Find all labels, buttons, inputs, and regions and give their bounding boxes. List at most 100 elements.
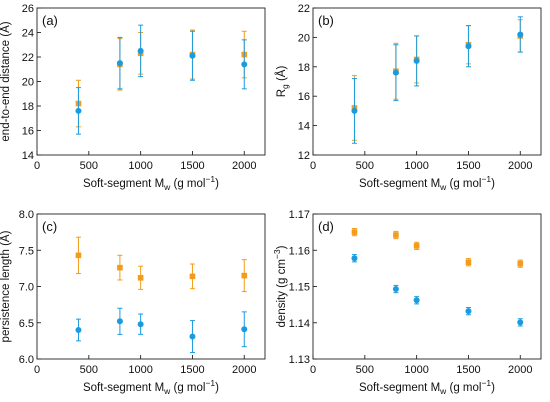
data-point-circle <box>137 47 144 54</box>
x-tick-label: 1500 <box>180 364 204 376</box>
y-tick-label: 1.16 <box>289 245 310 257</box>
panel-label: (b) <box>318 13 334 28</box>
x-tick-label: 1500 <box>456 364 480 376</box>
x-tick-label: 0 <box>310 160 316 172</box>
x-axis-label-close: ) <box>491 178 495 190</box>
x-tick-label: 0 <box>310 364 316 376</box>
data-point-circle <box>75 107 82 114</box>
y-axis-label-main: R <box>276 89 288 97</box>
x-tick-label: 500 <box>356 160 374 172</box>
data-point-circle <box>351 255 358 262</box>
data-point-square <box>413 243 420 249</box>
x-axis-label-close: ) <box>215 382 219 394</box>
x-axis-label-sub: w <box>163 386 171 396</box>
y-axis-label: end-to-end distance (Å) <box>0 21 12 141</box>
x-axis-label-close: ) <box>491 382 495 394</box>
y-tick-label: 16 <box>298 91 310 103</box>
x-tick-label: 500 <box>356 364 374 376</box>
data-point-circle <box>517 31 524 38</box>
data-point-square <box>75 252 82 259</box>
data-point-circle <box>189 333 196 340</box>
plot-frame <box>312 7 542 156</box>
data-point-circle <box>116 60 123 67</box>
data-point-square <box>241 272 248 279</box>
x-tick-label: 1000 <box>128 160 152 172</box>
x-tick-label: 2000 <box>232 364 256 376</box>
x-tick-label: 1500 <box>180 160 204 172</box>
data-point-circle <box>137 321 144 328</box>
panel-label: (a) <box>42 13 58 28</box>
x-axis-label-unit: (g mol <box>446 178 481 190</box>
x-tick-label: 1000 <box>404 160 428 172</box>
plot-frame <box>36 213 266 360</box>
plot-frame <box>36 7 266 156</box>
x-axis-label-main: Soft-segment M <box>359 382 440 394</box>
x-tick-label: 0 <box>34 364 40 376</box>
series-1 <box>351 16 524 144</box>
data-point-circle <box>517 319 524 326</box>
y-tick-label: 1.13 <box>289 354 310 366</box>
data-point-circle <box>241 61 248 68</box>
panel-label: (d) <box>318 219 334 234</box>
series-1 <box>75 24 248 135</box>
data-point-square <box>189 273 196 280</box>
data-point-square <box>137 275 144 281</box>
data-point-circle <box>116 318 123 325</box>
y-tick-label: 22 <box>298 3 310 15</box>
panel-1: 0 500 1000 1500 2000 12 14 16 18 20 22 (b) Soft-segm… <box>275 3 542 192</box>
x-tick-label: 2000 <box>232 160 256 172</box>
x-tick-label: 1000 <box>404 364 428 376</box>
y-tick-label: 18 <box>298 62 310 74</box>
y-tick-label: 8.0 <box>19 209 34 221</box>
x-axis-label: Soft-segment Mw (g mol−1) <box>83 174 219 192</box>
x-axis-label-main: Soft-segment M <box>83 382 164 394</box>
x-axis-label-main: Soft-segment M <box>83 178 164 190</box>
y-axis-label-main: density (g cm <box>276 259 288 327</box>
y-tick-label: 1.14 <box>289 318 310 330</box>
panel-label: (c) <box>42 219 57 234</box>
y-axis-label-unit: (Å) <box>275 66 288 85</box>
x-axis-label: Soft-segment Mw (g mol−1) <box>83 378 219 396</box>
data-point-square <box>117 264 123 271</box>
x-tick-label: 0 <box>34 160 40 172</box>
y-axis-label-text: end-to-end distance (Å) <box>0 21 12 141</box>
y-tick-label: 18 <box>22 101 34 113</box>
data-point-circle <box>392 69 399 76</box>
x-axis-label-sup: −1 <box>481 174 491 184</box>
data-point-circle <box>75 327 82 333</box>
x-axis-label-close: ) <box>215 178 219 190</box>
x-tick-label: 500 <box>80 160 98 172</box>
data-point-square <box>517 260 524 267</box>
series-0 <box>351 19 524 141</box>
series-1 <box>75 307 248 353</box>
x-axis-label-main: Soft-segment M <box>359 178 440 190</box>
y-axis-label-sub: g <box>280 84 290 89</box>
y-tick-label: 6.0 <box>19 354 34 366</box>
y-axis-label-close: ) <box>276 245 288 249</box>
y-axis-label-text: persistence length (Å) <box>0 230 12 342</box>
x-tick-label: 2000 <box>508 160 532 172</box>
x-axis-label-sup: −1 <box>481 378 491 388</box>
data-point-circle <box>413 297 420 304</box>
x-axis-label-sup: −1 <box>205 378 215 388</box>
data-point-square <box>351 229 358 235</box>
x-axis-label-sup: −1 <box>205 174 215 184</box>
y-tick-label: 20 <box>22 77 34 89</box>
x-axis-label: Soft-segment Mw (g mol−1) <box>359 378 495 396</box>
y-tick-label: 20 <box>298 32 310 44</box>
data-point-circle <box>241 326 248 333</box>
x-axis-label-sub: w <box>163 182 171 192</box>
panel-2: 0 500 1000 1500 2000 6.0 6.5 7.0 7.5 8.0 (c) Soft-s… <box>0 209 266 396</box>
series-0 <box>75 29 248 128</box>
x-axis-label-unit: (g mol <box>446 382 481 394</box>
y-axis-label: Rg (Å) <box>275 66 290 98</box>
y-tick-label: 1.17 <box>289 209 310 221</box>
data-point-square <box>393 232 399 238</box>
panel-3: 0 500 1000 1500 2000 1.13 1.14 1.15 1.16 1.17 (d) S… <box>272 209 542 396</box>
plot-frame <box>312 213 542 360</box>
y-tick-label: 14 <box>298 121 310 133</box>
series-0 <box>351 228 524 268</box>
y-axis-label: persistence length (Å) <box>0 230 12 342</box>
x-tick-label: 1500 <box>456 160 480 172</box>
series-1 <box>351 254 524 327</box>
